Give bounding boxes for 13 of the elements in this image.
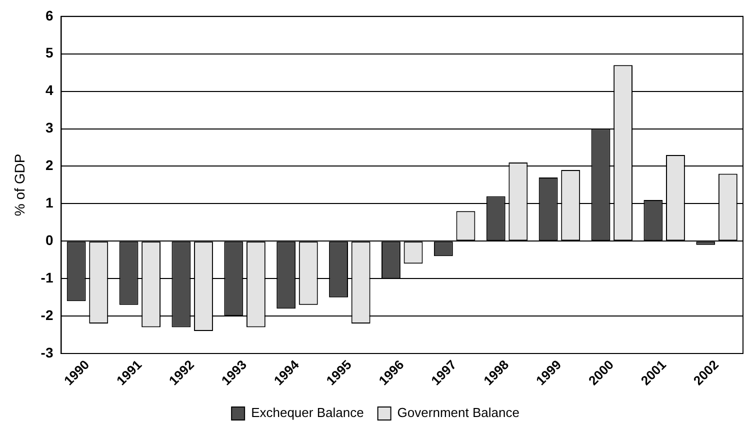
y-axis-title: % of GDP xyxy=(11,154,28,216)
y-tick-label: 4 xyxy=(45,82,54,98)
y-tick-label: -1 xyxy=(40,269,54,286)
y-tick-label: 5 xyxy=(45,44,54,61)
y-tick-label: 2 xyxy=(45,157,54,174)
legend-label: Government Balance xyxy=(397,405,520,420)
y-tick-label: -2 xyxy=(40,306,54,323)
y-tick-label: 6 xyxy=(45,7,54,24)
y-tick-label: 0 xyxy=(45,232,54,248)
y-tick-label: -3 xyxy=(40,344,54,360)
y-tick-label: 1 xyxy=(45,194,54,211)
legend-label: Exchequer Balance xyxy=(251,405,364,420)
y-tick-label: 3 xyxy=(45,120,54,136)
